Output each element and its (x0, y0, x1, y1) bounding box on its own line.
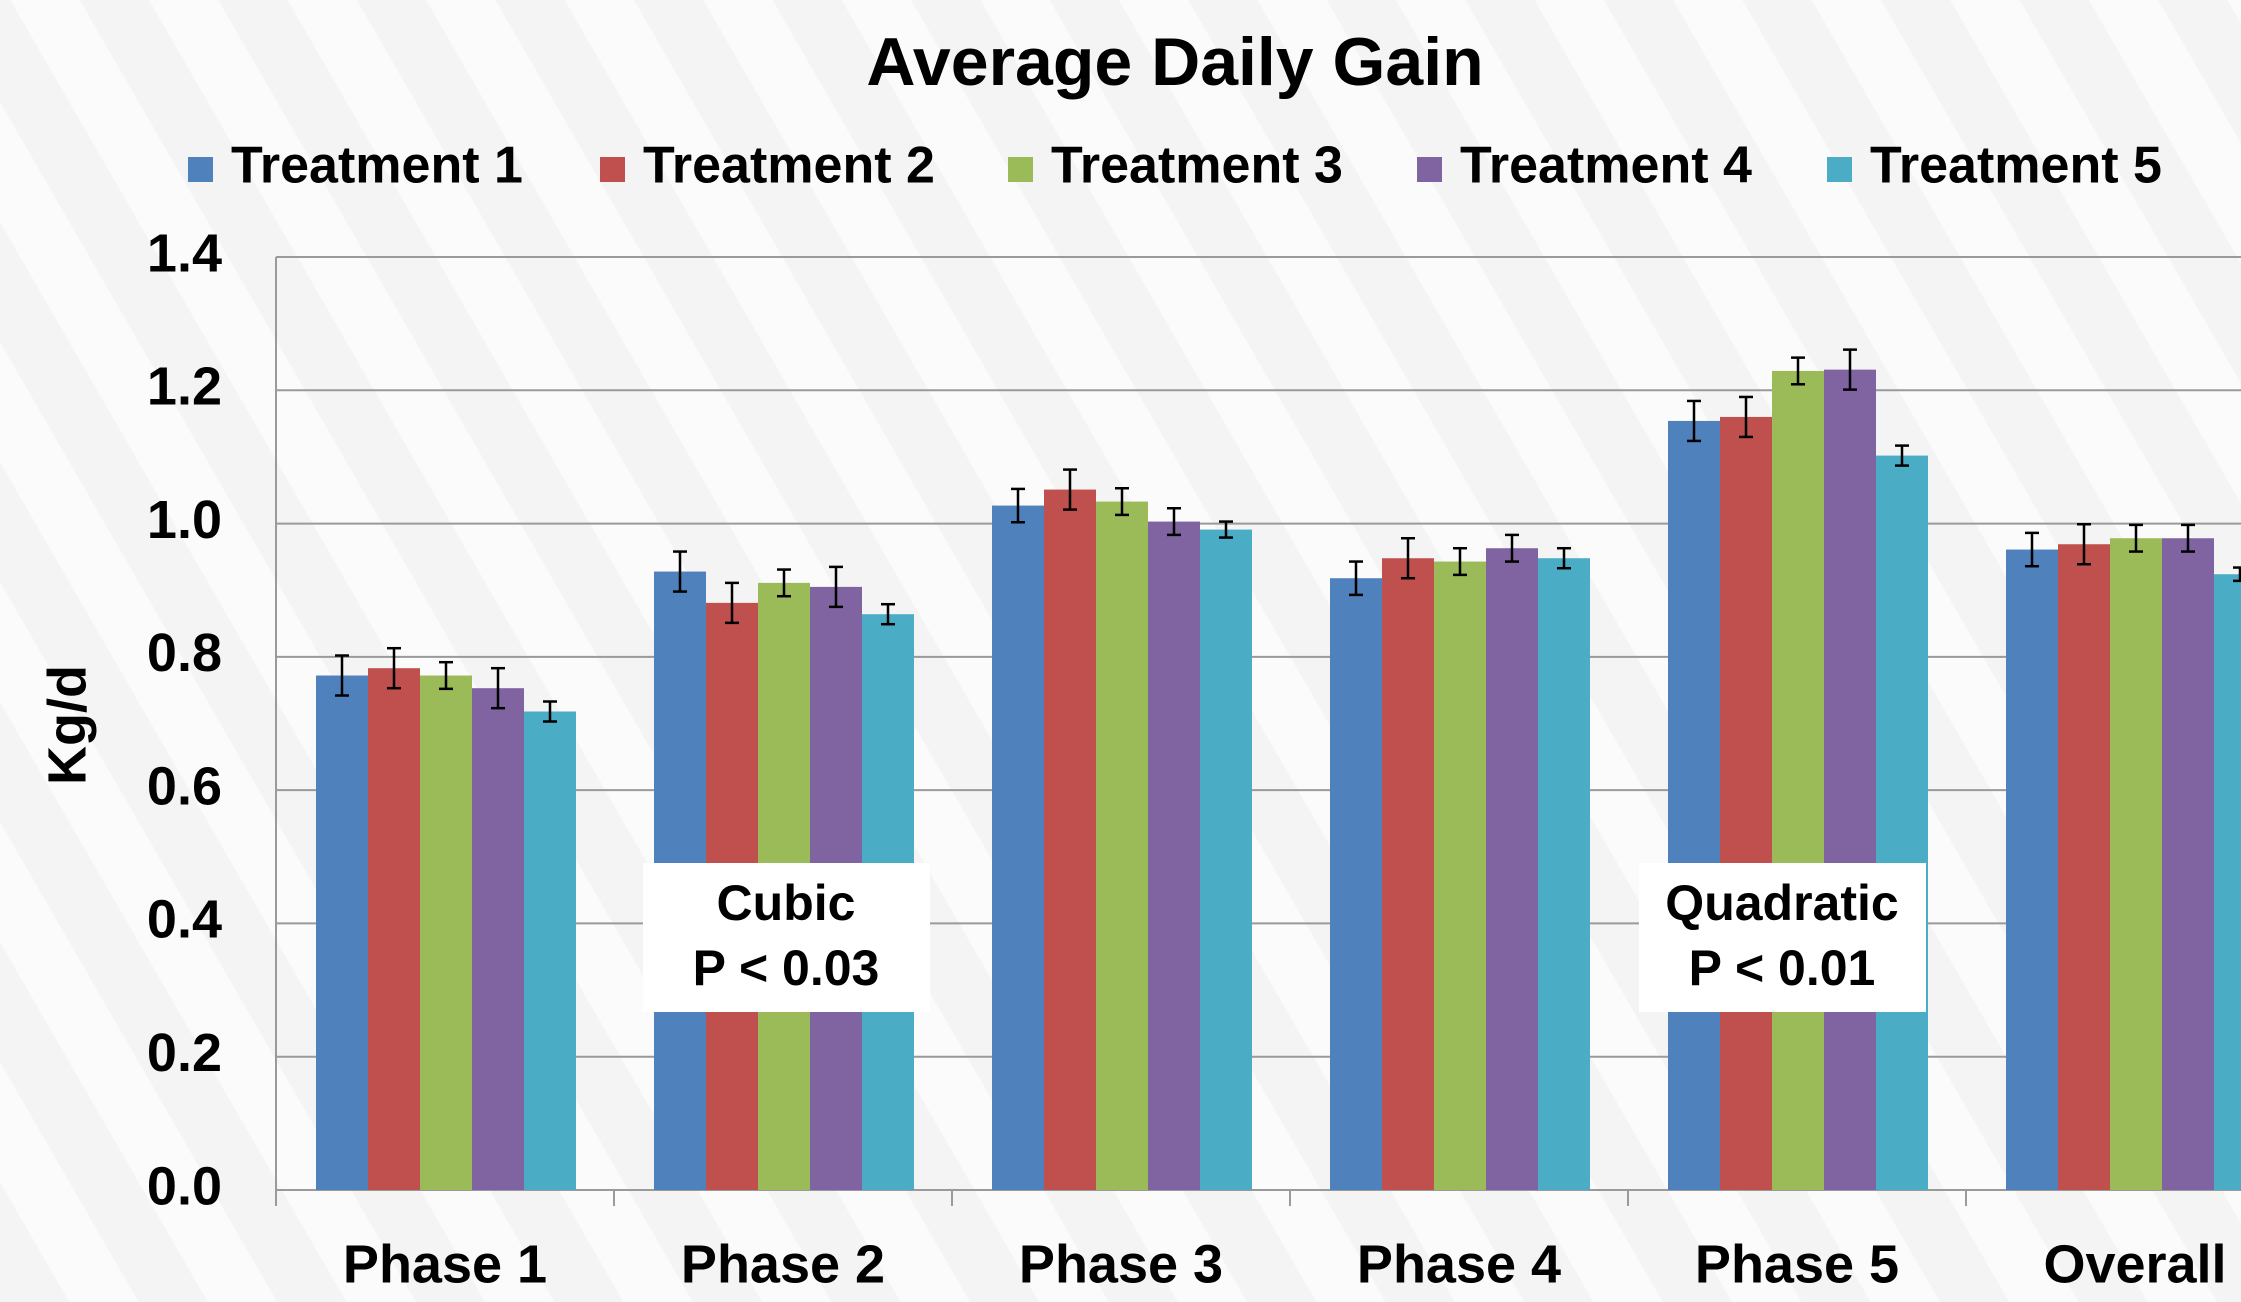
bar (472, 688, 524, 1190)
bar (524, 711, 576, 1190)
error-bar (1687, 399, 1701, 443)
bar (1668, 420, 1720, 1191)
error-bar (1401, 536, 1415, 580)
error-bar (1791, 356, 1805, 386)
legend-label: Treatment 1 (231, 137, 523, 195)
plot-area (275, 256, 2241, 1206)
y-tick-label: 0.4 (147, 890, 222, 950)
bar (1538, 558, 1590, 1190)
error-bar (1557, 546, 1571, 570)
bar (2006, 549, 2058, 1190)
bar (1720, 416, 1772, 1190)
annotation-text: Quadratic (1665, 875, 1898, 931)
error-bar (1349, 560, 1363, 597)
error-bar (2181, 523, 2195, 553)
annotation-text: Cubic (717, 875, 856, 931)
error-bar (1167, 506, 1181, 537)
legend-swatch (1417, 157, 1442, 182)
error-bar (1505, 533, 1519, 563)
bar (2110, 538, 2162, 1190)
error-bar (1219, 520, 1233, 539)
x-tick-label: Phase 3 (1019, 1234, 1223, 1294)
error-bar (881, 602, 895, 626)
error-bar (1011, 487, 1025, 524)
error-bar (725, 581, 739, 625)
bar (1382, 558, 1434, 1190)
bar (1824, 369, 1876, 1190)
legend-label: Treatment 5 (1870, 137, 2162, 195)
error-bar (1739, 395, 1753, 439)
x-tick-label: Overall (2043, 1234, 2226, 1294)
annotation-box (643, 863, 930, 1012)
x-tick-label: Phase 5 (1695, 1234, 1899, 1294)
error-bar (491, 666, 505, 710)
error-bar (829, 565, 843, 609)
legend-swatch (600, 157, 625, 182)
error-bar (1115, 487, 1129, 517)
error-bar (1453, 546, 1467, 577)
bar (992, 505, 1044, 1190)
bar (1148, 521, 1200, 1190)
y-axis-label: Kg/d (37, 665, 97, 785)
bar (1096, 501, 1148, 1190)
error-bar (335, 654, 349, 697)
error-bar (387, 646, 401, 690)
bar (1044, 489, 1096, 1190)
legend-swatch (1008, 157, 1033, 182)
annotation-box (1639, 863, 1926, 1012)
legend-swatch (1827, 157, 1852, 182)
error-bar (543, 700, 557, 723)
bar (1876, 455, 1928, 1190)
y-tick-label: 0.6 (147, 756, 222, 816)
bar (1200, 529, 1252, 1190)
annotation-text: P < 0.03 (693, 940, 880, 996)
x-tick-label: Phase 4 (1357, 1234, 1561, 1294)
y-tick-label: 1.2 (147, 357, 222, 417)
error-bar (2077, 522, 2091, 566)
error-bar (2129, 523, 2143, 553)
error-bar (1895, 444, 1909, 467)
legend-label: Treatment 2 (643, 137, 935, 195)
error-bar (1063, 468, 1077, 511)
bar (316, 675, 368, 1190)
bar (1772, 370, 1824, 1190)
error-bar (439, 660, 453, 691)
error-bar (2025, 531, 2039, 568)
legend-label: Treatment 3 (1051, 137, 1343, 195)
error-bar (2233, 566, 2241, 583)
error-bar (673, 550, 687, 593)
bar (368, 668, 420, 1190)
legend-swatch (188, 157, 213, 182)
y-tick-label: 1.4 (147, 223, 222, 283)
x-tick-label: Phase 1 (343, 1234, 547, 1294)
x-tick-label: Phase 2 (681, 1234, 885, 1294)
error-bar (1843, 348, 1857, 391)
bar (2058, 544, 2110, 1190)
bar (1330, 578, 1382, 1190)
error-bar (777, 568, 791, 598)
bar (2214, 574, 2241, 1190)
legend-label: Treatment 4 (1460, 137, 1752, 195)
bar (1486, 548, 1538, 1190)
chart-title: Average Daily Gain (866, 24, 1483, 100)
annotation-text: P < 0.01 (1689, 940, 1876, 996)
bar (420, 675, 472, 1190)
y-tick-label: 0.8 (147, 623, 222, 683)
bar (1434, 561, 1486, 1190)
y-tick-label: 1.0 (147, 490, 222, 550)
y-tick-label: 0.0 (147, 1156, 222, 1216)
y-tick-label: 0.2 (147, 1023, 222, 1083)
bar (2162, 538, 2214, 1190)
